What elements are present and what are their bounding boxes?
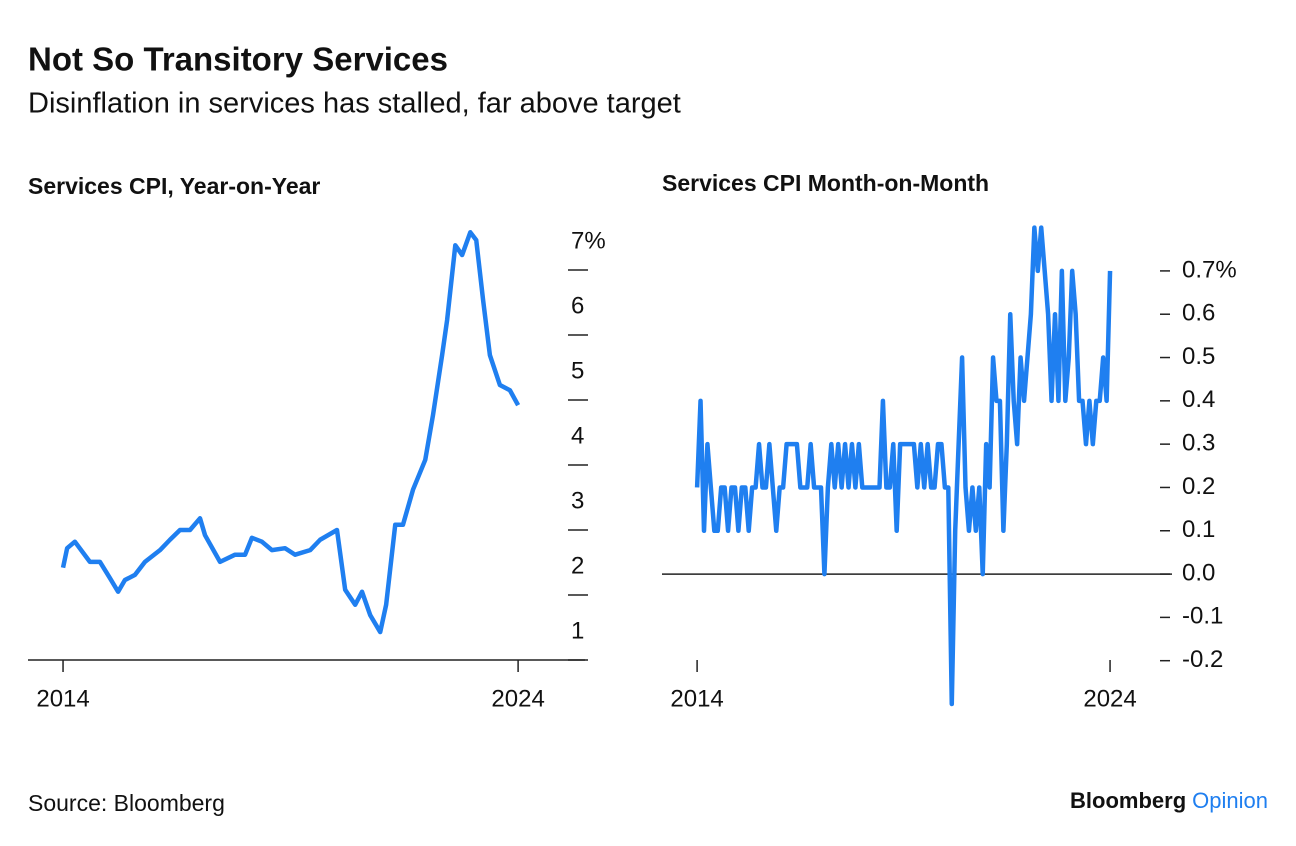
source: Source: Bloomberg [28, 790, 225, 816]
panel-title: Services CPI Month-on-Month [662, 170, 989, 196]
y-tick-label: 7% [571, 227, 606, 254]
y-tick-label: 0.7% [1182, 256, 1237, 283]
brand-name: Bloomberg [1070, 788, 1186, 813]
x-tick-label: 2014 [36, 685, 89, 712]
y-tick-label: 6 [571, 292, 584, 319]
page-title: Not So Transitory Services [28, 41, 448, 78]
y-tick-label: 3 [571, 487, 584, 514]
y-tick-label: 0.6 [1182, 300, 1215, 327]
x-tick-label: 2024 [491, 685, 544, 712]
y-tick-label: 0.3 [1182, 429, 1215, 456]
y-tick-label: 4 [571, 422, 584, 449]
panel-title: Services CPI, Year-on-Year [28, 173, 320, 199]
y-tick-label: 2 [571, 552, 584, 579]
data-line [694, 225, 1113, 707]
y-tick-label: -0.1 [1182, 603, 1223, 630]
y-tick-label: -0.2 [1182, 646, 1223, 673]
y-tick-label: 1 [571, 617, 584, 644]
brand: Bloomberg Opinion [1070, 788, 1268, 813]
brand-section: Opinion [1192, 788, 1268, 813]
y-tick-label: 0.4 [1182, 386, 1215, 413]
page-subtitle: Disinflation in services has stalled, fa… [28, 88, 681, 120]
x-tick-label: 2014 [670, 685, 723, 712]
y-tick-label: 0.1 [1182, 516, 1215, 543]
y-tick-label: 5 [571, 357, 584, 384]
y-tick-label: 0.0 [1182, 559, 1215, 586]
data-line [60, 230, 521, 635]
x-tick-label: 2024 [1083, 685, 1136, 712]
y-tick-label: 0.2 [1182, 473, 1215, 500]
y-tick-label: 0.5 [1182, 343, 1215, 370]
